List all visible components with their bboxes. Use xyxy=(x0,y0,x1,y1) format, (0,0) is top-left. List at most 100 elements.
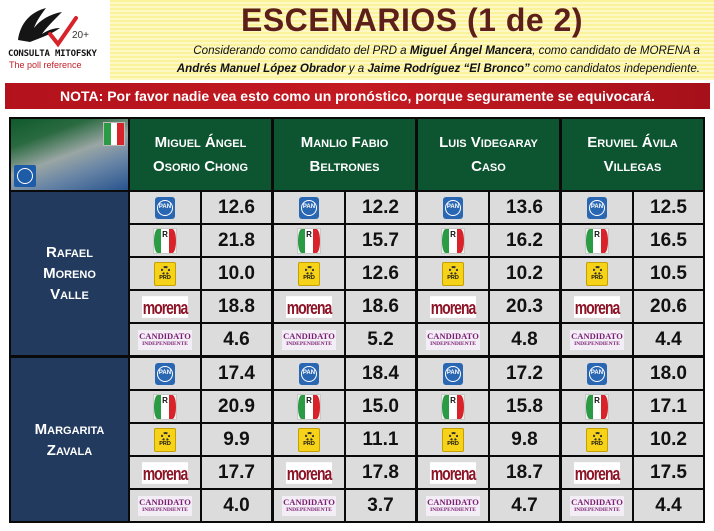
party-logo-cell: PAN xyxy=(130,192,200,223)
pan-logo-icon: PAN xyxy=(299,196,319,219)
independiente-logo-icon: CANDIDATO INDEPENDIENTE xyxy=(426,495,480,516)
pri-logo-icon xyxy=(103,122,125,146)
vote-percentage-cell: 4.7 xyxy=(490,490,559,521)
pan-logo-icon: PAN xyxy=(155,196,175,219)
party-logo-cell: PRD xyxy=(130,424,200,455)
party-logo-cell: CANDIDATO INDEPENDIENTE xyxy=(130,490,200,521)
party-logo-cell: R xyxy=(130,391,200,422)
vote-percentage-cell: 10.5 xyxy=(634,258,703,289)
pan-logo-icon: PAN xyxy=(155,362,175,385)
vote-percentage-cell: 17.8 xyxy=(346,457,415,488)
column-header-candidate: Eruviel Ávila Villegas xyxy=(562,119,703,190)
candidate-name-line: Moreno xyxy=(43,265,96,282)
column-header-candidate: Manlio Fabio Beltrones xyxy=(274,119,415,190)
morena-logo-icon: morena xyxy=(429,295,477,318)
party-logo-cell: R xyxy=(418,225,488,256)
prd-logo-icon: PRD xyxy=(442,261,464,286)
vote-percentage-cell: 18.6 xyxy=(346,291,415,322)
vote-percentage-cell: 11.1 xyxy=(346,424,415,455)
vote-percentage-cell: 17.7 xyxy=(202,457,271,488)
morena-logo-icon: morena xyxy=(429,461,477,484)
vote-percentage-cell: 10.0 xyxy=(202,258,271,289)
vote-percentage-cell: 17.2 xyxy=(490,358,559,389)
pan-logo-icon: PAN xyxy=(443,362,463,385)
vote-percentage-cell: 15.0 xyxy=(346,391,415,422)
party-logo-cell: CANDIDATO INDEPENDIENTE xyxy=(562,490,632,521)
independiente-logo-icon: CANDIDATO INDEPENDIENTE xyxy=(138,495,192,516)
party-logo-cell: morena xyxy=(418,291,488,322)
candidate-name-line2: Beltrones xyxy=(309,157,380,175)
vote-percentage-cell: 18.4 xyxy=(346,358,415,389)
morena-logo-icon: morena xyxy=(141,461,189,484)
vote-percentage-cell: 12.6 xyxy=(202,192,271,223)
vote-percentage-cell: 4.8 xyxy=(490,324,559,355)
vote-percentage-cell: 16.5 xyxy=(634,225,703,256)
vote-percentage-cell: 17.5 xyxy=(634,457,703,488)
scenarios-table: Miguel Ángel Osorio Chong Manlio Fabio Belt… xyxy=(9,117,705,523)
party-logo-cell: CANDIDATO INDEPENDIENTE xyxy=(418,490,488,521)
prd-logo-icon: PRD xyxy=(586,427,608,452)
party-logo-cell: R xyxy=(274,225,344,256)
party-logo-cell: PAN xyxy=(274,358,344,389)
candidate-name-line: Zavala xyxy=(46,441,93,459)
vote-percentage-cell: 18.7 xyxy=(490,457,559,488)
row-header-candidate: Margarita Zavala xyxy=(11,358,128,521)
prd-logo-icon: PRD xyxy=(586,261,608,286)
vote-percentage-cell: 17.4 xyxy=(202,358,271,389)
party-logo-cell: morena xyxy=(274,457,344,488)
vote-percentage-cell: 5.2 xyxy=(346,324,415,355)
subtitle-independent-candidate: Jaime Rodríguez “El Bronco” xyxy=(367,62,530,75)
vote-percentage-cell: 20.9 xyxy=(202,391,271,422)
party-logo-cell: CANDIDATO INDEPENDIENTE xyxy=(274,490,344,521)
vote-percentage-cell: 9.9 xyxy=(202,424,271,455)
party-logo-cell: PRD xyxy=(562,258,632,289)
party-logo-cell: morena xyxy=(130,457,200,488)
vote-percentage-cell: 18.0 xyxy=(634,358,703,389)
subtitle-text: Considerando como candidato del PRD a xyxy=(193,44,410,57)
pri-logo-icon: R xyxy=(297,393,321,420)
anniversary-badge: 20+ xyxy=(72,30,89,41)
prd-logo-icon: PRD xyxy=(298,261,320,286)
vote-percentage-cell: 15.8 xyxy=(490,391,559,422)
vote-percentage-cell: 21.8 xyxy=(202,225,271,256)
party-logo-cell: PAN xyxy=(274,192,344,223)
pan-logo-icon: PAN xyxy=(443,196,463,219)
vote-percentage-cell: 12.6 xyxy=(346,258,415,289)
pan-logo-icon: PAN xyxy=(299,362,319,385)
page-title: ESCENARIOS (1 de 2) xyxy=(240,2,583,38)
party-logo-cell: R xyxy=(418,391,488,422)
party-logo-cell: PRD xyxy=(274,424,344,455)
party-logo-cell: R xyxy=(274,391,344,422)
pri-logo-icon: R xyxy=(153,393,177,420)
subtitle-text: como candidatos independiente. xyxy=(529,62,700,75)
vote-percentage-cell: 12.2 xyxy=(346,192,415,223)
candidate-name-line: Valle xyxy=(50,286,89,303)
party-logo-cell: R xyxy=(562,391,632,422)
independiente-logo-icon: CANDIDATO INDEPENDIENTE xyxy=(426,329,480,350)
vote-percentage-cell: 17.1 xyxy=(634,391,703,422)
vote-percentage-cell: 20.6 xyxy=(634,291,703,322)
party-logo-cell: PRD xyxy=(418,424,488,455)
prd-logo-icon: PRD xyxy=(298,427,320,452)
pan-logo-icon: PAN xyxy=(587,362,607,385)
party-logo-cell: PRD xyxy=(274,258,344,289)
vote-percentage-cell: 4.4 xyxy=(634,324,703,355)
party-logo-cell: morena xyxy=(418,457,488,488)
party-logo-cell: CANDIDATO INDEPENDIENTE xyxy=(418,324,488,355)
candidate-name-line1: Luis Videgaray xyxy=(439,133,538,151)
party-logo-cell: CANDIDATO INDEPENDIENTE xyxy=(274,324,344,355)
pri-logo-icon: R xyxy=(585,227,609,254)
candidate-name-line1: Manlio Fabio xyxy=(300,133,389,151)
consulta-mitofsky-logo: 20+ CONSULTA MITOFSKY The poll reference xyxy=(2,2,120,74)
vote-percentage-cell: 4.0 xyxy=(202,490,271,521)
vote-percentage-cell: 10.2 xyxy=(634,424,703,455)
subtitle-prd-candidate: Miguel Ángel Mancera xyxy=(409,44,533,57)
independiente-logo-icon: CANDIDATO INDEPENDIENTE xyxy=(282,329,336,350)
morena-logo-icon: morena xyxy=(285,295,333,318)
pan-logo-icon xyxy=(14,165,36,187)
morena-logo-icon: morena xyxy=(573,461,621,484)
party-logo-cell: PRD xyxy=(130,258,200,289)
subtitle-text: , como candidato de MORENA a xyxy=(532,44,700,57)
vote-percentage-cell: 20.3 xyxy=(490,291,559,322)
prd-logo-icon: PRD xyxy=(154,261,176,286)
